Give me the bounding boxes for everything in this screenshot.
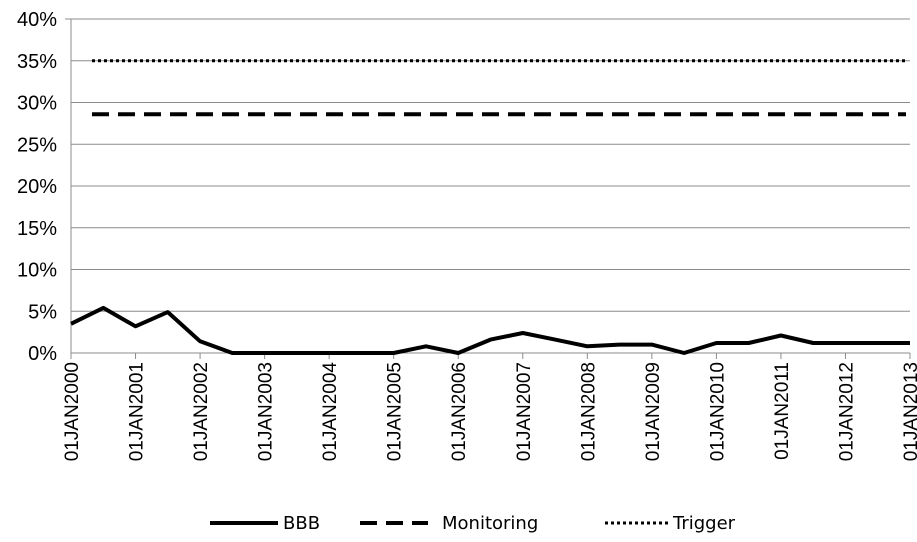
y-tick-label: 5% <box>28 301 57 323</box>
x-tick-label: 01JAN2005 <box>385 362 406 461</box>
y-axis-ticks: 0% 5% 10% 15% 20% 25% 30% 35% 40% <box>17 9 57 365</box>
y-tick-label: 15% <box>17 218 57 240</box>
x-tick-label: 01JAN2011 <box>772 362 793 460</box>
x-tick-label: 01JAN2012 <box>836 362 857 461</box>
x-tick-label: 01JAN2002 <box>191 362 212 461</box>
y-tick-label: 25% <box>17 134 57 156</box>
gridlines <box>71 18 910 312</box>
x-tick-label: 01JAN2013 <box>901 362 917 461</box>
x-tick-label: 01JAN2003 <box>256 362 277 461</box>
legend: BBB Monitoring Trigger <box>210 513 736 534</box>
y-tick-label: 30% <box>17 93 57 115</box>
x-tick-label: 01JAN2010 <box>707 362 728 461</box>
x-axis-ticks: 01JAN2000 01JAN2001 01JAN2002 01JAN2003 01JA… <box>62 353 917 461</box>
x-tick-label: 01JAN2000 <box>62 362 83 461</box>
y-tick-label: 10% <box>17 260 57 282</box>
y-tick-label: 40% <box>17 9 57 31</box>
y-tick-label: 0% <box>28 343 57 365</box>
y-tick-label: 35% <box>17 51 57 73</box>
legend-label-trigger: Trigger <box>672 513 736 534</box>
series-layer <box>70 59 910 355</box>
x-tick-label: 01JAN2006 <box>449 362 470 461</box>
legend-label-bbb: BBB <box>283 513 320 534</box>
x-tick-label: 01JAN2009 <box>643 362 664 461</box>
x-tick-label: 01JAN2004 <box>320 362 341 462</box>
x-tick-label: 01JAN2008 <box>578 362 599 461</box>
x-tick-label: 01JAN2007 <box>514 362 535 461</box>
axes <box>65 18 910 354</box>
series-line-bbb <box>70 305 910 355</box>
legend-label-monitoring: Monitoring <box>442 513 538 534</box>
y-tick-label: 20% <box>17 176 57 198</box>
x-tick-label: 01JAN2001 <box>127 362 148 461</box>
